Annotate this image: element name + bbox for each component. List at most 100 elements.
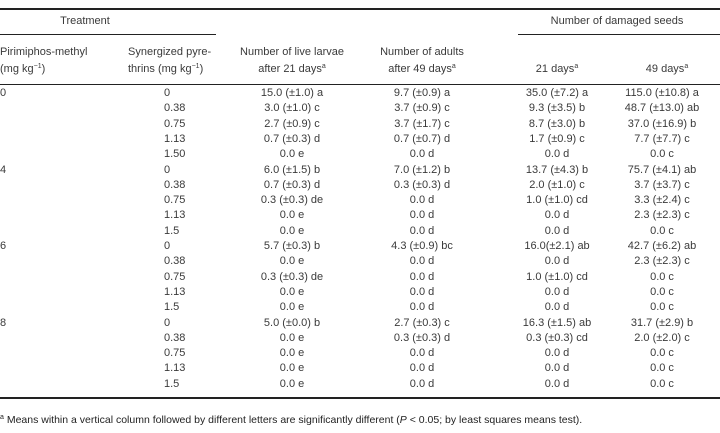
damaged-49-cell: 0.0 c (650, 347, 674, 360)
adults-cell: 0.0 d (409, 362, 435, 375)
table-row: 0.38 0.7 (±0.3) d 0.3 (±0.3) d 2.0 (±1.0) c… (0, 178, 720, 193)
damaged-49-cell: 48.7 (±13.0) ab (624, 102, 700, 115)
damaged-21-cell: 0.0 d (544, 148, 570, 161)
unit-text: (mg kg (0, 63, 34, 75)
synergized-cell: 0 (164, 87, 171, 99)
adults-cell: 0.0 d (409, 148, 435, 161)
synergized-cell: 0.38 (164, 255, 186, 268)
larvae-cell: 3.0 (±1.0) c (264, 102, 320, 115)
adults-cell: 0.0 d (409, 255, 435, 268)
header-adults: Number of adults after 49 daysa (380, 44, 464, 78)
adults-cell: 3.7 (±0.9) c (394, 102, 450, 115)
header-synergized: Synergized pyre- thrins (mg kg−1) (128, 44, 211, 78)
table-row: 8 0 5.0 (±0.0) b 2.7 (±0.3) c 16.3 (±1.5) ab… (0, 316, 720, 331)
larvae-cell: 5.7 (±0.3) b (263, 240, 321, 252)
unit-exponent: −1 (191, 63, 200, 70)
adults-days: after 49 days (388, 63, 452, 75)
damaged-49-cell: 3.7 (±3.7) c (634, 178, 690, 191)
table-row: 0.75 2.7 (±0.9) c 3.7 (±1.7) c 8.7 (±3.0) b… (0, 117, 720, 132)
synergized-cell: 0.38 (164, 102, 186, 115)
table-row: 1.13 0.0 e 0.0 d 0.0 d 2.3 (±2.3) c (0, 208, 720, 223)
larvae-cell: 0.0 e (279, 285, 305, 298)
larvae-cell: 0.0 e (279, 255, 305, 268)
unit-paren: ) (199, 63, 204, 75)
synergized-cell: 0.75 (164, 347, 186, 360)
header-pirimiphos-line1: Pirimiphos-methyl (0, 46, 88, 58)
pirimiphos-cell: 8 (0, 316, 7, 329)
damaged-49-cell: 2.3 (±2.3) c (634, 209, 690, 222)
adults-cell: 9.7 (±0.9) a (393, 87, 451, 99)
synergized-cell: 0 (164, 316, 171, 329)
damaged-21-cell: 8.7 (±3.0) b (528, 117, 586, 130)
damaged-49-cell: 75.7 (±4.1) ab (627, 163, 697, 176)
header-treatment: Treatment (60, 15, 110, 27)
footnote-p: P (399, 414, 407, 426)
adults-cell: 0.0 d (409, 224, 435, 237)
damaged-21-cell: 16.0(±2.1) ab (524, 240, 590, 252)
adults-cell: 3.7 (±1.7) c (394, 117, 450, 130)
synergized-cell: 0 (164, 163, 171, 176)
header-larvae: Number of live larvae after 21 daysa (240, 44, 344, 78)
footnote-marker: a (684, 63, 689, 70)
damaged-21-cell: 0.3 (±0.3) cd (526, 331, 588, 344)
larvae-cell: 0.7 (±0.3) d (263, 132, 321, 145)
pirimiphos-cell: 0 (0, 87, 7, 99)
bottom-rule (0, 397, 720, 399)
damaged-49-cell: 7.7 (±7.7) c (634, 132, 690, 145)
synergized-cell: 1.13 (164, 132, 186, 145)
damaged-49-cell: 0.0 c (650, 301, 674, 314)
table-row: 1.5 0.0 e 0.0 d 0.0 d 0.0 c (0, 300, 720, 315)
damaged-21-cell: 0.0 d (544, 285, 570, 298)
larvae-cell: 0.0 e (279, 224, 305, 237)
damaged-21-cell: 16.3 (±1.5) ab (522, 316, 592, 329)
damaged-21-cell: 2.0 (±1.0) c (529, 178, 585, 191)
larvae-days: after 21 days (258, 63, 322, 75)
table-row: 1.13 0.7 (±0.3) d 0.7 (±0.7) d 1.7 (±0.9) c… (0, 132, 720, 147)
footnote-marker: a (574, 63, 579, 70)
adults-cell: 4.3 (±0.9) bc (391, 240, 453, 252)
adults-cell: 0.0 d (409, 301, 435, 314)
adults-cell: 0.0 d (409, 270, 435, 283)
header-rule (0, 84, 720, 85)
damaged-21-cell: 1.0 (±1.0) cd (526, 270, 588, 283)
damaged-21-cell: 1.0 (±1.0) cd (526, 194, 588, 207)
damaged-49-cell: 0.0 c (650, 362, 674, 375)
larvae-cell: 0.7 (±0.3) d (263, 178, 321, 191)
table-row: 0.38 3.0 (±1.0) c 3.7 (±0.9) c 9.3 (±3.5) b… (0, 101, 720, 116)
header-damaged-seeds: Number of damaged seeds (550, 15, 684, 27)
damaged-49-cell: 0.0 c (650, 377, 674, 390)
damaged-21-cell: 0.0 d (544, 362, 570, 375)
larvae-cell: 5.0 (±0.0) b (263, 316, 321, 329)
damaged-49-cell: 0.0 c (650, 285, 674, 298)
top-rule (0, 8, 720, 10)
adults-cell: 7.0 (±1.2) b (393, 163, 451, 176)
table-row: 6 0 5.7 (±0.3) b 4.3 (±0.9) bc 16.0(±2.1) ab… (0, 239, 720, 254)
adults-cell: 0.0 d (409, 285, 435, 298)
larvae-cell: 0.0 e (279, 148, 305, 161)
adults-cell: 0.0 d (409, 194, 435, 207)
header-21-days: 21 daysa (536, 61, 578, 78)
adults-cell: 0.0 d (409, 209, 435, 222)
damaged-49-cell: 2.3 (±2.3) c (634, 255, 690, 268)
synergized-cell: 1.50 (164, 148, 186, 161)
synergized-cell: 0.75 (164, 117, 186, 130)
larvae-cell: 0.3 (±0.3) de (260, 270, 324, 283)
damaged-21-cell: 0.0 d (544, 255, 570, 268)
header-synergized-line1: Synergized pyre- (128, 46, 212, 58)
header-49-days: 49 daysa (646, 61, 688, 78)
adults-cell: 0.3 (±0.3) d (393, 178, 451, 191)
unit-exponent: −1 (33, 63, 42, 70)
table-row: 1.5 0.0 e 0.0 d 0.0 d 0.0 c (0, 224, 720, 239)
adults-cell: 0.0 d (409, 377, 435, 390)
synergized-cell: 1.13 (164, 285, 186, 298)
pirimiphos-cell: 6 (0, 240, 7, 252)
header-synergized-line2: thrins (mg kg−1) (128, 61, 211, 78)
synergized-cell: 1.5 (164, 377, 180, 390)
days49-text: 49 days (645, 63, 685, 75)
footnote-text-end: < 0.05; by least squares means test). (406, 414, 583, 426)
table-row: 1.13 0.0 e 0.0 d 0.0 d 0.0 c (0, 361, 720, 376)
damaged-21-cell: 0.0 d (544, 347, 570, 360)
damaged-21-cell: 1.7 (±0.9) c (529, 132, 585, 145)
damaged-49-cell: 2.0 (±2.0) c (634, 331, 690, 344)
larvae-cell: 0.0 e (279, 209, 305, 222)
